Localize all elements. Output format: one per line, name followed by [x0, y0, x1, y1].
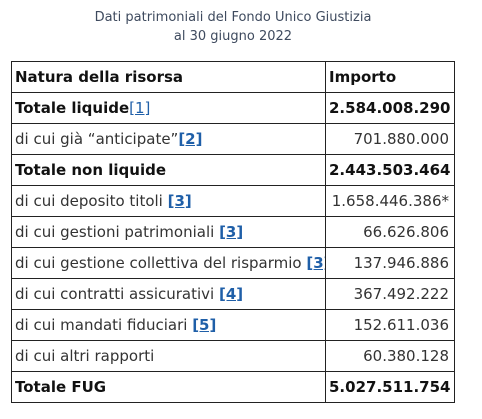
footnote-ref-link[interactable]: [1]	[129, 99, 151, 117]
row-label-cell: Totale liquide[1]	[11, 92, 326, 124]
row-label-cell: Totale FUG	[11, 371, 326, 403]
footnote-ref-link[interactable]: [3]	[219, 223, 244, 241]
row-label-cell: di cui deposito titoli [3]	[11, 185, 326, 217]
row-amount: 60.380.128	[325, 340, 455, 372]
row-label: di cui gestioni patrimoniali	[15, 223, 220, 241]
row-label: di cui mandati fiduciari	[15, 316, 193, 334]
fug-assets-table: Natura della risorsa Importo Totale liqu…	[11, 61, 455, 403]
footnote-ref-link[interactable]: [4]	[218, 285, 244, 303]
row-amount: 701.880.000	[325, 123, 455, 155]
row-label-cell: di cui gestioni patrimoniali [3]	[11, 216, 326, 248]
row-amount: 1.658.446.386*	[325, 185, 455, 217]
header-nature: Natura della risorsa	[11, 61, 326, 93]
footnote-ref-link[interactable]: [3]	[167, 192, 192, 210]
footnote-ref-link[interactable]: [5]	[192, 316, 217, 334]
row-label: Totale liquide	[15, 99, 130, 117]
table-row: di cui mandati fiduciari [5] 152.611.036	[11, 309, 455, 341]
row-label: Totale FUG	[15, 378, 107, 396]
table-row: di cui deposito titoli [3] 1.658.446.386*	[11, 185, 455, 217]
row-label: di cui gestione collettiva del risparmio	[15, 254, 307, 272]
row-label-cell: di cui già “anticipate”[2]	[11, 123, 326, 155]
row-label: di cui deposito titoli	[15, 192, 168, 210]
row-label-cell: di cui gestione collettiva del risparmio…	[11, 247, 326, 279]
footnote-ref-link[interactable]: [3]	[306, 254, 324, 272]
row-label: di cui contratti assicurativi	[15, 285, 219, 303]
table-row: Totale liquide[1] 2.584.008.290	[11, 92, 455, 124]
table-row: di cui gestioni patrimoniali [3] 66.626.8…	[11, 216, 455, 248]
header-amount: Importo	[325, 61, 455, 93]
table-row: di cui gestione collettiva del risparmio…	[11, 247, 455, 279]
table-row: di cui già “anticipate”[2] 701.880.000	[11, 123, 455, 155]
table-row: Totale non liquide 2.443.503.464	[11, 154, 455, 186]
table-row: Totale FUG 5.027.511.754	[11, 371, 455, 403]
table-row: di cui altri rapporti 60.380.128	[11, 340, 455, 372]
caption-title: Dati patrimoniali del Fondo Unico Giusti…	[94, 10, 372, 25]
row-amount: 2.584.008.290	[325, 92, 455, 124]
row-label: di cui altri rapporti	[15, 347, 155, 365]
row-amount: 137.946.886	[325, 247, 455, 279]
row-label-cell: Totale non liquide	[11, 154, 326, 186]
row-amount: 2.443.503.464	[325, 154, 455, 186]
footnote-ref-link[interactable]: [2]	[178, 130, 203, 148]
row-amount: 152.611.036	[325, 309, 455, 341]
caption-date: al 30 giugno 2022	[173, 29, 293, 44]
table-header-row: Natura della risorsa Importo	[11, 61, 455, 93]
row-label-cell: di cui altri rapporti	[11, 340, 326, 372]
row-label-cell: di cui contratti assicurativi [4]	[11, 278, 326, 310]
table-caption: Dati patrimoniali del Fondo Unico Giusti…	[0, 8, 466, 46]
row-amount: 367.492.222	[325, 278, 455, 310]
row-label-cell: di cui mandati fiduciari [5]	[11, 309, 326, 341]
table-row: di cui contratti assicurativi [4] 367.492…	[11, 278, 455, 310]
row-label: Totale non liquide	[15, 161, 167, 179]
row-label: di cui già “anticipate”	[15, 130, 179, 148]
row-amount: 5.027.511.754	[325, 371, 455, 403]
row-amount: 66.626.806	[325, 216, 455, 248]
